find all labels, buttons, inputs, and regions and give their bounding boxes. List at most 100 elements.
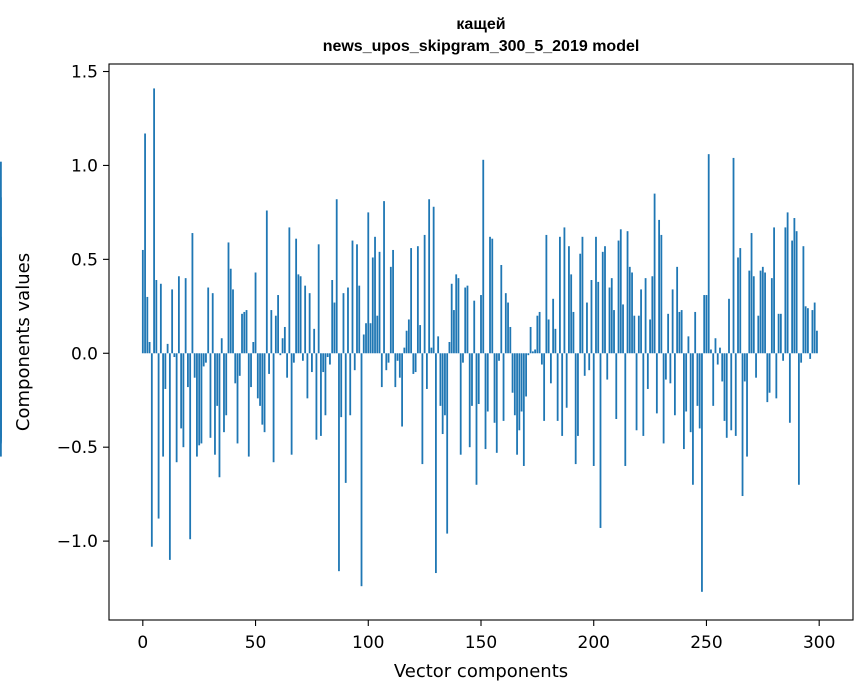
- bar-56: [268, 353, 270, 374]
- chart-title: кащей: [456, 16, 505, 33]
- bar-182: [552, 298, 555, 354]
- bar-253: [712, 353, 715, 406]
- bar-62: [281, 338, 284, 354]
- bar-267: [743, 353, 746, 382]
- bar-22: [191, 233, 194, 354]
- bar-261: [730, 353, 733, 431]
- bar-152: [484, 353, 487, 450]
- bar-36: [223, 353, 225, 433]
- bar-113: [396, 353, 399, 361]
- x-tick-label: 100: [352, 633, 384, 653]
- bar-174: [534, 349, 537, 354]
- bar-217: [631, 272, 633, 354]
- bar-52: [259, 353, 261, 406]
- bar-93: [351, 240, 354, 354]
- bar-106: [380, 353, 383, 388]
- bar-85: [333, 302, 336, 354]
- bar-233: [667, 313, 670, 354]
- bar-190: [570, 274, 573, 354]
- bar-79: [320, 353, 322, 436]
- bar-71: [301, 353, 304, 361]
- bar-167: [518, 353, 521, 431]
- bar-251: [707, 154, 710, 354]
- bar-214: [624, 353, 627, 466]
- bar-151: [482, 159, 485, 354]
- bar-291: [797, 353, 800, 485]
- bar-11: [166, 343, 169, 354]
- bar-199: [590, 280, 593, 354]
- bar-170: [525, 353, 527, 397]
- bar-60: [277, 295, 279, 354]
- bar-275: [761, 266, 764, 354]
- bar-227: [653, 193, 656, 354]
- bar-229: [658, 219, 661, 354]
- bar-242: [687, 336, 690, 354]
- bar-216: [628, 266, 631, 354]
- bar-169: [522, 353, 525, 466]
- x-tick-label: 300: [803, 633, 835, 653]
- bar-105: [378, 251, 381, 354]
- bar-47: [247, 353, 250, 457]
- bar-146: [471, 353, 473, 406]
- bar-147: [473, 300, 476, 354]
- y-tick-label: 0.5: [71, 250, 98, 270]
- bar-78: [317, 244, 320, 354]
- bar-58: [272, 353, 275, 463]
- bar-245: [694, 311, 697, 354]
- bar-34: [218, 353, 221, 478]
- bar-181: [549, 353, 552, 384]
- y-axis-ticks: −1.0 −0.5 0.0 0.5 1.0 1.5: [57, 63, 109, 552]
- bar-260: [728, 298, 730, 354]
- bar-116: [403, 347, 406, 354]
- bar-270: [750, 233, 753, 354]
- bar-143: [464, 287, 467, 354]
- bar-27: [202, 353, 205, 367]
- bar-197: [586, 302, 588, 354]
- bar-196: [583, 353, 586, 376]
- bar-86: [335, 199, 338, 354]
- bar-257: [721, 353, 724, 382]
- bar-282: [777, 313, 780, 354]
- x-tick-label: 0: [137, 633, 148, 653]
- bar-259: [725, 353, 728, 438]
- bar-127: [428, 199, 431, 354]
- bar-295: [807, 308, 809, 354]
- chart-subtitle: news_upos_skipgram_300_5_2019 model: [323, 38, 640, 55]
- bar-5: [153, 88, 155, 354]
- bar-1: [144, 133, 146, 354]
- bar-99: [365, 323, 367, 354]
- bar-57: [270, 310, 273, 354]
- bar-35: [220, 338, 223, 354]
- bar-66: [290, 353, 293, 455]
- x-axis-ticks: 0 50 100 150 200 250 300: [137, 620, 835, 653]
- bar-96: [358, 285, 361, 354]
- bar-207: [608, 287, 611, 354]
- bar-55: [265, 210, 268, 354]
- bar-243: [689, 353, 692, 433]
- bar-206: [606, 353, 609, 380]
- bar-187: [563, 227, 566, 354]
- bar-264: [737, 257, 739, 354]
- bar-141: [459, 353, 462, 455]
- bar-135: [446, 353, 449, 534]
- bar-44: [241, 313, 243, 354]
- bar-160: [502, 353, 505, 421]
- bar-286: [786, 212, 789, 354]
- bar-194: [579, 253, 582, 354]
- bar-12: [168, 353, 171, 560]
- bar-50: [254, 272, 257, 354]
- bar-258: [723, 353, 726, 421]
- bar-81: [324, 353, 327, 416]
- bar-137: [450, 283, 453, 354]
- bar-283: [779, 313, 782, 354]
- bar-32: [214, 353, 216, 455]
- bar-130: [435, 353, 437, 574]
- bar-265: [739, 248, 742, 354]
- bar-145: [468, 353, 471, 448]
- bar-183: [554, 328, 557, 354]
- x-tick-label: 200: [578, 633, 610, 653]
- bar-240: [683, 353, 685, 450]
- bar-294: [804, 306, 807, 354]
- bar-162: [507, 302, 509, 354]
- bar-246: [696, 353, 699, 406]
